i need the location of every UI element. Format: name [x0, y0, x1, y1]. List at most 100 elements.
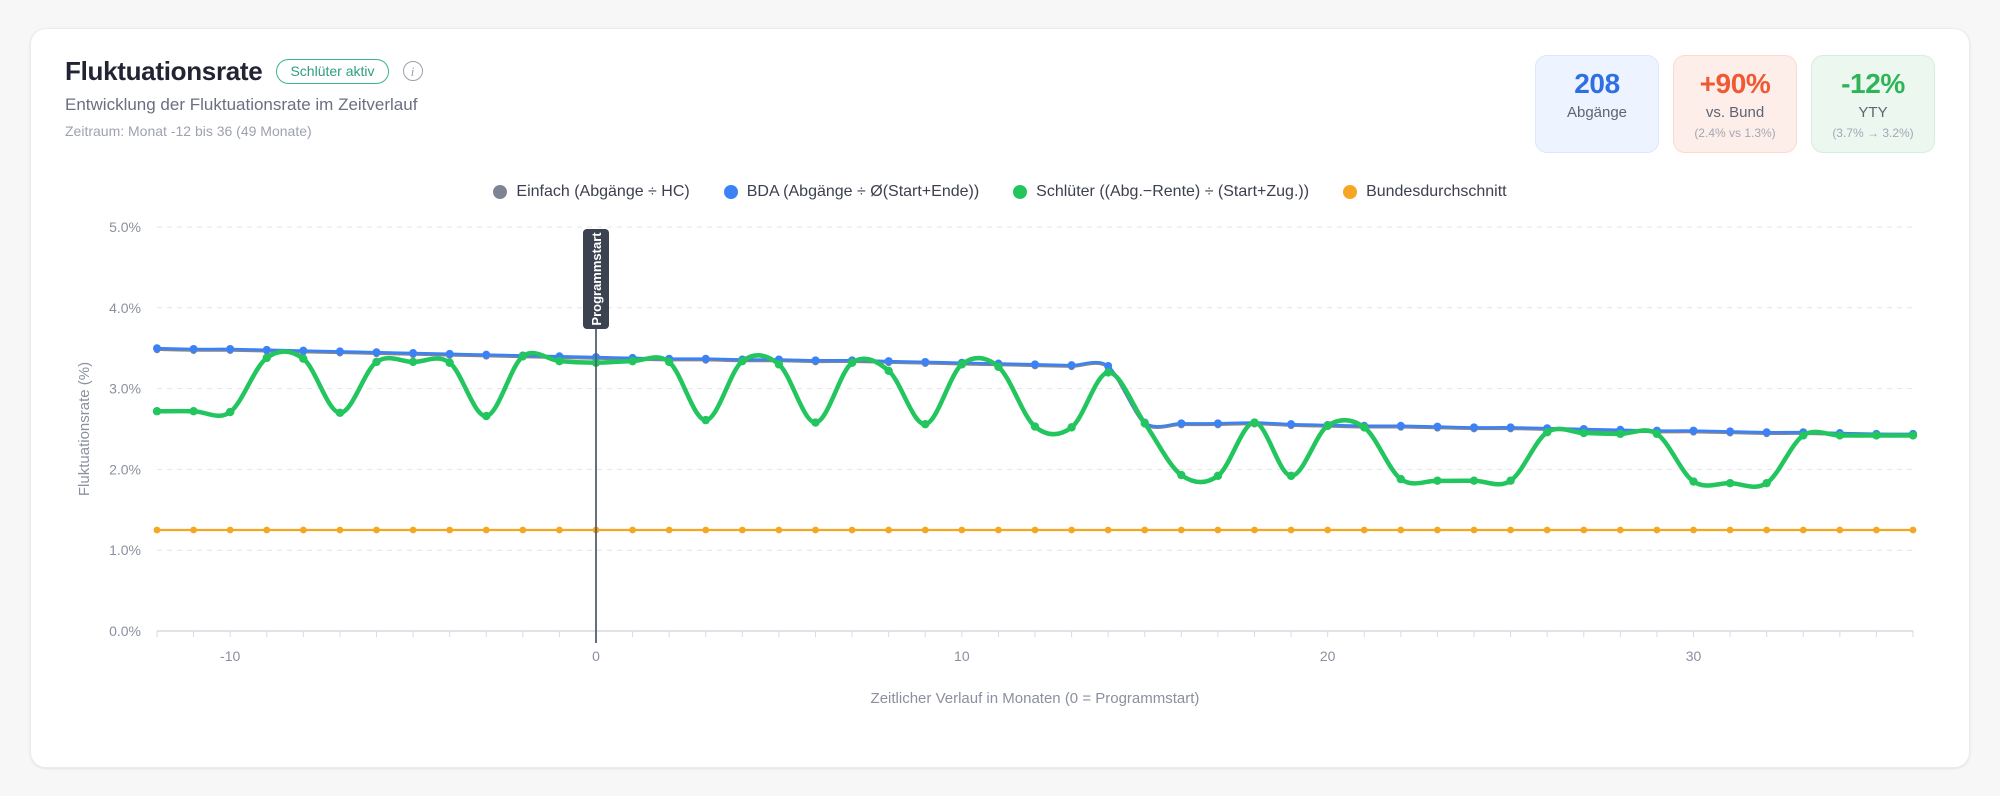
data-point — [1140, 419, 1149, 428]
data-point — [1177, 419, 1186, 428]
data-point — [1872, 431, 1881, 440]
data-point — [1726, 526, 1734, 534]
legend-item-schlueter[interactable]: Schlüter ((Abg.−Rente) ÷ (Start+Zug.)) — [1013, 183, 1309, 201]
period-label: Zeitraum: Monat -12 bis 36 (49 Monate) — [65, 122, 312, 139]
data-point — [1726, 427, 1735, 436]
data-point — [446, 526, 454, 534]
data-point — [884, 366, 893, 376]
data-point — [1506, 423, 1515, 432]
programmstart-marker-badge[interactable] — [583, 229, 609, 330]
chart-legend: Einfach (Abgänge ÷ HC) BDA (Abgänge ÷ Ø(… — [65, 183, 1935, 201]
data-point — [1434, 526, 1441, 534]
data-point — [153, 344, 161, 353]
data-point — [262, 345, 271, 354]
data-point — [1030, 422, 1040, 431]
legend-item-einfach[interactable]: Einfach (Abgänge ÷ HC) — [493, 183, 690, 201]
data-point — [1909, 526, 1917, 534]
kpi-label: YTY — [1858, 104, 1888, 122]
data-point — [628, 357, 637, 366]
series-2 — [152, 349, 1918, 490]
legend-dot-icon — [1013, 185, 1028, 200]
data-point — [152, 407, 162, 416]
data-point — [335, 408, 345, 418]
info-icon[interactable]: i — [402, 61, 423, 82]
data-point — [226, 345, 235, 354]
kpi-value: +90% — [1699, 68, 1771, 99]
data-point — [1397, 526, 1405, 534]
y-axis-title: Fluktuationsrate (%) — [76, 362, 93, 496]
data-point — [774, 360, 784, 369]
data-point — [1763, 526, 1771, 534]
legend-dot-icon — [1343, 185, 1358, 200]
legend-label: Einfach (Abgänge ÷ HC) — [516, 183, 690, 201]
data-point — [1762, 479, 1771, 488]
data-point — [1360, 423, 1369, 432]
card-header: Fluktuationsrate Schlüter aktiv i Entwic… — [65, 55, 1935, 154]
data-point — [1799, 526, 1807, 534]
line-chart: 0.0% 1.0% 2.0% 3.0% 4.0% 5.0% Fluktuationsrate… — [76, 219, 1918, 707]
data-point — [1908, 431, 1918, 440]
data-point — [1762, 428, 1771, 437]
x-tick-label: -10 — [220, 648, 240, 664]
data-point — [848, 526, 856, 534]
data-point — [1104, 526, 1112, 534]
kpi-value: -12% — [1841, 68, 1905, 99]
data-point — [519, 526, 527, 534]
data-point — [1287, 420, 1296, 429]
data-point — [1725, 479, 1735, 488]
data-point — [701, 415, 710, 425]
data-point — [847, 358, 857, 368]
data-point — [1580, 526, 1588, 534]
chart-plot-area: 0.0% 1.0% 2.0% 3.0% 4.0% 5.0% Fluktuationsrate… — [65, 213, 1935, 713]
y-tick-label: 5.0% — [109, 219, 141, 235]
data-point — [701, 354, 710, 363]
data-point — [482, 350, 491, 359]
data-point — [1287, 526, 1295, 534]
y-tick-label: 0.0% — [109, 623, 141, 639]
data-point — [262, 353, 271, 363]
title-row: Fluktuationsrate Schlüter aktiv i — [65, 57, 423, 86]
data-point — [775, 526, 783, 534]
data-point — [1324, 526, 1332, 534]
kpi-sublabel: (3.7% → 3.2%) — [1832, 125, 1914, 140]
kpi-card-abgaenge: 208 Abgänge — [1535, 55, 1659, 154]
data-point — [372, 348, 381, 357]
legend-item-bda[interactable]: BDA (Abgänge ÷ Ø(Start+Ende)) — [723, 183, 979, 201]
data-point — [299, 354, 308, 363]
data-point — [1213, 471, 1223, 481]
data-point — [1543, 526, 1551, 534]
data-point — [1396, 421, 1405, 430]
data-point — [1323, 421, 1332, 431]
x-axis-title: Zeitlicher Verlauf in Monaten (0 = Progr… — [871, 690, 1200, 707]
header-text-block: Fluktuationsrate Schlüter aktiv i Entwic… — [65, 55, 423, 140]
data-point — [1031, 526, 1039, 534]
data-point — [409, 349, 418, 358]
data-point — [1616, 526, 1624, 534]
data-point — [957, 360, 967, 369]
legend-label: Schlüter ((Abg.−Rente) ÷ (Start+Zug.)) — [1036, 183, 1310, 201]
data-point — [409, 526, 417, 534]
data-point — [884, 357, 893, 366]
data-point — [263, 526, 271, 534]
data-point — [1360, 526, 1368, 534]
kpi-group: 208 Abgänge +90% vs. Bund (2.4% vs 1.3%)… — [1535, 55, 1935, 154]
data-point — [299, 346, 308, 355]
data-point — [811, 356, 820, 365]
data-point — [1507, 526, 1514, 534]
data-point — [1250, 418, 1259, 427]
data-point — [1616, 429, 1625, 439]
kpi-card-vs-bund: +90% vs. Bund (2.4% vs 1.3%) — [1673, 55, 1797, 154]
programmstart-marker-label: Programmstart — [589, 232, 604, 326]
data-point — [1470, 423, 1478, 432]
data-point — [1689, 477, 1698, 486]
legend-dot-icon — [723, 185, 738, 200]
x-tick-label: 30 — [1686, 648, 1702, 664]
data-point — [226, 526, 234, 534]
data-point — [373, 526, 380, 534]
data-point — [958, 526, 966, 534]
data-point — [1542, 428, 1552, 437]
page-title: Fluktuationsrate — [65, 56, 263, 86]
legend-item-bundesdurchschnitt[interactable]: Bundesdurchschnitt — [1343, 183, 1507, 201]
data-point — [555, 357, 564, 366]
